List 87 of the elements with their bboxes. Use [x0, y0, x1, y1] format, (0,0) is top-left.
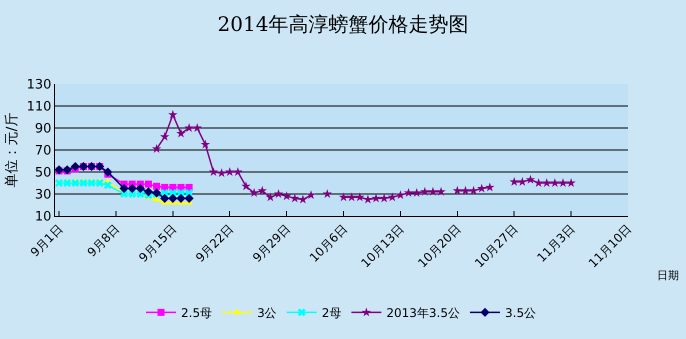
point: [184, 123, 194, 132]
point: [136, 184, 145, 194]
point: [128, 184, 137, 194]
point: [103, 167, 112, 177]
point: [79, 179, 88, 187]
y-tick-label: 70: [34, 144, 52, 159]
x-tick-label: 9月22日: [193, 222, 236, 265]
point: [558, 178, 568, 187]
point: [404, 188, 414, 197]
point: [534, 178, 544, 187]
y-tick-label: 90: [34, 122, 52, 137]
point: [485, 182, 494, 192]
point: [322, 189, 332, 198]
point: [468, 186, 478, 195]
point: [526, 174, 536, 184]
point: [428, 186, 438, 196]
point: [477, 184, 486, 192]
point: [104, 181, 112, 190]
legend-label: 2013年3.5公: [386, 306, 460, 320]
x-tick-label: 10月13日: [358, 222, 407, 270]
x-tick-label: 9月29日: [250, 222, 294, 265]
point: [518, 177, 527, 186]
point: [258, 186, 267, 195]
x-axis-title: 日期: [657, 269, 679, 282]
point: [510, 177, 519, 186]
point: [184, 194, 194, 203]
x-tick-label: 9月8日: [84, 222, 122, 260]
point: [298, 194, 308, 204]
point: [241, 181, 251, 190]
point: [192, 123, 202, 132]
point: [355, 192, 364, 202]
legend-label: 3.5公: [505, 306, 536, 320]
legend-label: 3公: [257, 306, 277, 320]
point: [153, 182, 160, 190]
point: [380, 194, 389, 202]
point: [70, 162, 80, 172]
point: [542, 178, 552, 187]
point: [282, 191, 292, 200]
x-tick-label: 10月6日: [306, 222, 350, 265]
point: [249, 188, 259, 197]
point: [388, 192, 397, 202]
point: [452, 186, 462, 195]
point: [420, 186, 430, 196]
y-tick-label: 110: [26, 100, 52, 115]
point: [176, 194, 186, 203]
x-tick-label: 11月10日: [586, 222, 634, 270]
point: [412, 188, 422, 197]
point: [168, 194, 178, 203]
point: [550, 178, 560, 187]
point: [88, 179, 96, 187]
point: [200, 140, 210, 148]
x-tick-label: 9月15日: [136, 222, 180, 265]
point: [225, 167, 234, 176]
point: [176, 128, 186, 138]
point: [71, 179, 80, 187]
legend-label: 2.5母: [181, 306, 212, 320]
point: [168, 110, 178, 119]
point: [216, 168, 226, 178]
point: [274, 189, 284, 198]
y-tick-label: 30: [34, 188, 52, 203]
point: [208, 167, 218, 176]
y-tick-label: 130: [26, 78, 52, 93]
point: [436, 186, 446, 196]
point: [96, 179, 104, 187]
point: [290, 194, 300, 202]
point: [566, 178, 576, 187]
point: [338, 192, 348, 202]
point: [160, 132, 170, 141]
point: [306, 190, 316, 200]
point: [144, 187, 154, 196]
point: [160, 194, 170, 203]
legend-label: 2母: [322, 306, 342, 320]
y-tick-label: 50: [34, 166, 52, 181]
point: [371, 194, 381, 202]
point: [363, 194, 373, 204]
point: [152, 144, 162, 153]
point: [460, 186, 470, 195]
x-tick-label: 10月20日: [415, 222, 464, 270]
point: [120, 184, 129, 194]
point: [347, 192, 356, 202]
point: [233, 167, 243, 176]
chart-title: 2014年高淳螃蟹价格走势图: [218, 12, 468, 36]
point: [144, 180, 152, 188]
point: [266, 192, 276, 202]
x-tick-label: 11月3日: [534, 222, 578, 265]
y-axis-title: 单位：元/斤: [4, 112, 20, 188]
x-tick-label: 10月27日: [472, 222, 521, 270]
